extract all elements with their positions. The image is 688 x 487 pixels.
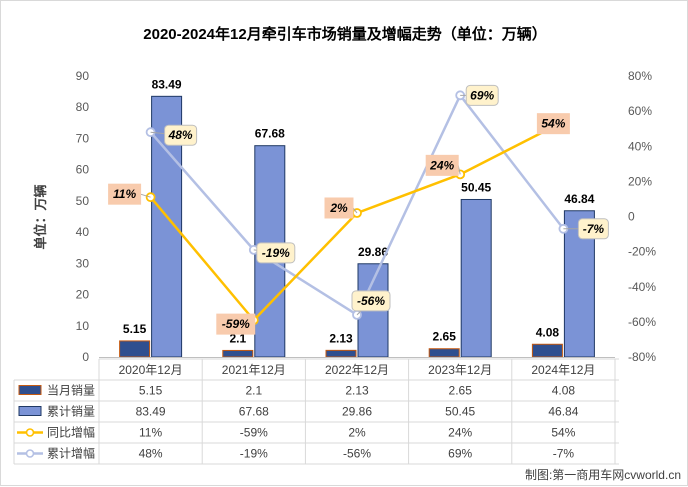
x-category-label: 2024年12月 [531,363,595,377]
table-row-label: 当月销量 [47,384,95,398]
yoy-growth-label-box [108,183,142,205]
yoy-growth-label: 24% [429,158,454,172]
cumulative-growth-label: -7% [583,222,605,236]
table-cell: 2.13 [345,384,369,398]
bar-monthly [222,349,254,358]
table-row-label: 累计增幅 [47,446,95,461]
yoy-growth-label-box [536,113,570,135]
table-cell: 2.1 [245,384,262,398]
x-category-label: 2023年12月 [428,363,492,377]
yoy-growth-label: 11% [113,187,136,201]
cumulative-growth-label-box [256,242,296,264]
bar-cumulative-label: 50.45 [461,180,491,194]
bar-monthly [531,343,563,358]
y-tick-label: 40 [76,225,90,239]
y2-tick-label: -60% [628,315,656,329]
table-row-label: 累计销量 [47,405,95,419]
y2-tick-label: 20% [628,174,652,188]
bar-cumulative-label: 83.49 [152,77,182,91]
cumulative-growth-label: -19% [262,246,290,260]
bar-monthly-label: 5.15 [123,322,147,336]
y2-tick-label: 80% [628,69,652,83]
table-cell: 2.65 [449,384,473,398]
y-tick-label: 80 [76,100,90,114]
y-tick-label: 0 [82,350,89,364]
table-cell: -19% [240,447,268,461]
y-tick-label: 90 [76,69,90,83]
table-cell: 50.45 [445,405,475,419]
bar-monthly-label: 4.08 [536,325,560,339]
cumulative-growth-label-box [465,84,499,106]
bar-cumulative-label: 29.86 [358,245,388,259]
table-cell: 67.68 [239,405,269,419]
y2-tick-label: -20% [628,245,656,259]
yoy-growth-label: 2% [329,201,348,215]
yoy-growth-label: 54% [541,117,565,131]
y-tick-label: 50 [76,194,90,208]
table-cell: -56% [343,447,371,461]
x-category-label: 2022年12月 [325,363,389,377]
legend-key-marker [25,428,35,437]
yoy-growth-label-box [425,154,459,176]
yoy-growth-label: -59% [222,317,250,331]
table-cell: -59% [240,426,268,440]
y-axis-label: 单位：万辆 [33,184,48,249]
yoy-growth-label-leader [352,207,358,214]
cumulative-growth-label: 48% [168,128,193,142]
bar-cumulative-label: 67.68 [255,127,285,141]
table-cell: 4.08 [552,384,576,398]
y-tick-label: 10 [76,319,90,333]
table-cell: 54% [551,426,575,440]
chart-title: 2020-2024年12月牵引车市场销量及增幅走势（单位：万辆） [143,25,546,43]
legend-key-bar [18,406,42,416]
bar-monthly-label: 2.1 [229,331,246,345]
cumulative-growth-label: 69% [470,88,494,102]
yoy-growth-label-leader [140,193,151,198]
y2-tick-label: 60% [628,104,652,118]
bar-monthly-label: 2.13 [329,331,353,345]
bar-monthly-label: 2.65 [433,330,457,344]
table-cell: 24% [448,426,472,440]
yoy-growth-label-box [324,197,354,219]
cumulative-growth-label-box [351,290,391,312]
table-cell: 69% [448,447,472,461]
table-cell: 83.49 [136,405,166,419]
y-tick-label: 60 [76,163,90,177]
y2-tick-label: -40% [628,280,656,294]
table-cell: 46.84 [548,405,578,419]
bar-monthly [428,348,460,358]
cumulative-growth-label-box [164,124,198,146]
table-cell: 29.86 [342,405,372,419]
cumulative-growth-label-box [577,218,609,240]
cumulative-growth-label: -56% [357,294,385,308]
bar-cumulative-label: 46.84 [564,192,594,206]
y2-tick-label: 0 [628,210,635,224]
table-cell: 11% [139,426,162,440]
x-category-label: 2021年12月 [222,363,286,377]
x-category-label: 2020年12月 [119,363,183,377]
y2-tick-label: -80% [628,350,656,364]
table-cell: 5.15 [139,384,163,398]
table-cell: 2% [348,426,366,440]
table-cell: 48% [139,447,163,461]
legend-key-bar [18,385,42,395]
bar-cumulative [460,198,492,358]
yoy-growth-label-box [216,313,256,335]
line-cumulative-growth [149,94,565,317]
bar-monthly [325,349,357,358]
y-tick-label: 70 [76,131,90,145]
table-cell: -7% [553,447,575,461]
footer-credit: 制图:第一商用车网cvworld.cn [525,467,681,482]
legend-key-marker [25,449,35,458]
y2-tick-label: 40% [628,139,652,153]
table-row-label: 同比增幅 [47,425,95,440]
y-tick-label: 20 [76,288,90,302]
y-tick-label: 30 [76,256,90,270]
bar-monthly [119,340,151,358]
